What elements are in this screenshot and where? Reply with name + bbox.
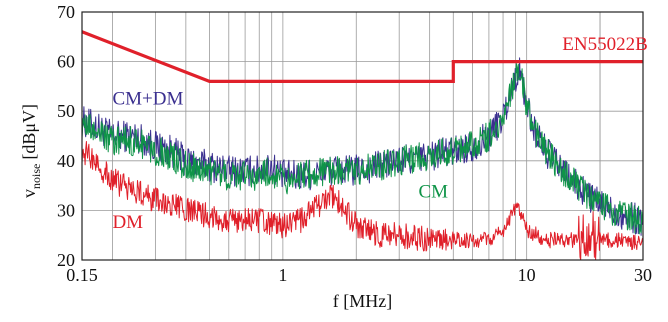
- y-tick-label: 30: [57, 200, 75, 220]
- series-line-cm-dm: [81, 57, 644, 236]
- series-line-cm: [81, 63, 644, 235]
- x-tick-label: 30: [634, 265, 652, 285]
- y-axis-label: vnoise [dBμV]: [19, 104, 43, 198]
- y-tick-label: 50: [57, 101, 75, 121]
- x-axis-label: f [MHz]: [333, 291, 392, 311]
- series-line-en55022b: [81, 30, 643, 83]
- x-tick-label: 0.15: [66, 265, 98, 285]
- y-tick-label: 40: [57, 151, 75, 171]
- x-tick-label: 10: [518, 265, 536, 285]
- y-axis-label-main: v: [19, 189, 39, 198]
- annotation-en55022b: EN55022B: [562, 34, 648, 55]
- y-axis-label-unit: [dBμV]: [19, 104, 39, 160]
- y-axis-label-text: vnoise [dBμV]: [19, 104, 43, 198]
- grid-lines: [82, 11, 644, 261]
- tick-labels: 0.15 1 10 30 20 30 40 50 60 70: [57, 2, 652, 285]
- y-axis-label-sub: noise: [29, 164, 43, 189]
- y-tick-label: 20: [57, 250, 75, 270]
- annotation-cm: CM: [419, 182, 449, 203]
- series-group: [81, 30, 644, 261]
- y-tick-label: 60: [57, 52, 75, 72]
- series-line-dm: [81, 141, 644, 261]
- series-annotations: EN55022B CM+DM CM DM: [112, 34, 647, 233]
- y-tick-label: 70: [57, 2, 75, 22]
- annotation-cm-dm: CM+DM: [112, 88, 183, 109]
- annotation-dm: DM: [112, 212, 143, 233]
- plot-frame: [81, 11, 644, 261]
- x-tick-label: 1: [278, 265, 287, 285]
